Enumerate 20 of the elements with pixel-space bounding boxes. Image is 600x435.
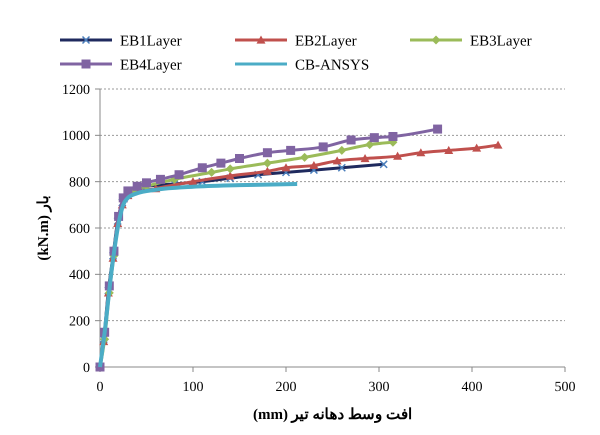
y-tick-label: 200 bbox=[69, 314, 90, 330]
x-tick-label: 200 bbox=[276, 380, 296, 395]
x-tick-label: 100 bbox=[182, 380, 204, 395]
y-tick-label: 0 bbox=[83, 360, 90, 376]
y-tick-label: 800 bbox=[69, 176, 90, 191]
y-tick-label: 600 bbox=[69, 222, 90, 237]
legend-label: CB-ANSYS bbox=[295, 57, 370, 74]
x-tick-label: 300 bbox=[368, 380, 390, 395]
y-tick-label: 1200 bbox=[62, 82, 90, 98]
y-tick-label: 1000 bbox=[62, 129, 90, 144]
y-axis-title: بار (kN.m) bbox=[36, 195, 52, 261]
x-axis-title: افت وسط دهانه تیر (mm) bbox=[253, 407, 412, 423]
x-tick-label: 400 bbox=[462, 380, 482, 395]
x-tick-label: 500 bbox=[554, 380, 576, 395]
x-tick-label: 0 bbox=[96, 380, 104, 395]
legend-label: EB3Layer bbox=[470, 33, 532, 50]
y-tick-label: 400 bbox=[69, 268, 90, 284]
legend-label: EB4Layer bbox=[120, 57, 182, 74]
legend-label: EB2Layer bbox=[295, 33, 357, 50]
legend-label: EB1Layer bbox=[120, 33, 182, 50]
